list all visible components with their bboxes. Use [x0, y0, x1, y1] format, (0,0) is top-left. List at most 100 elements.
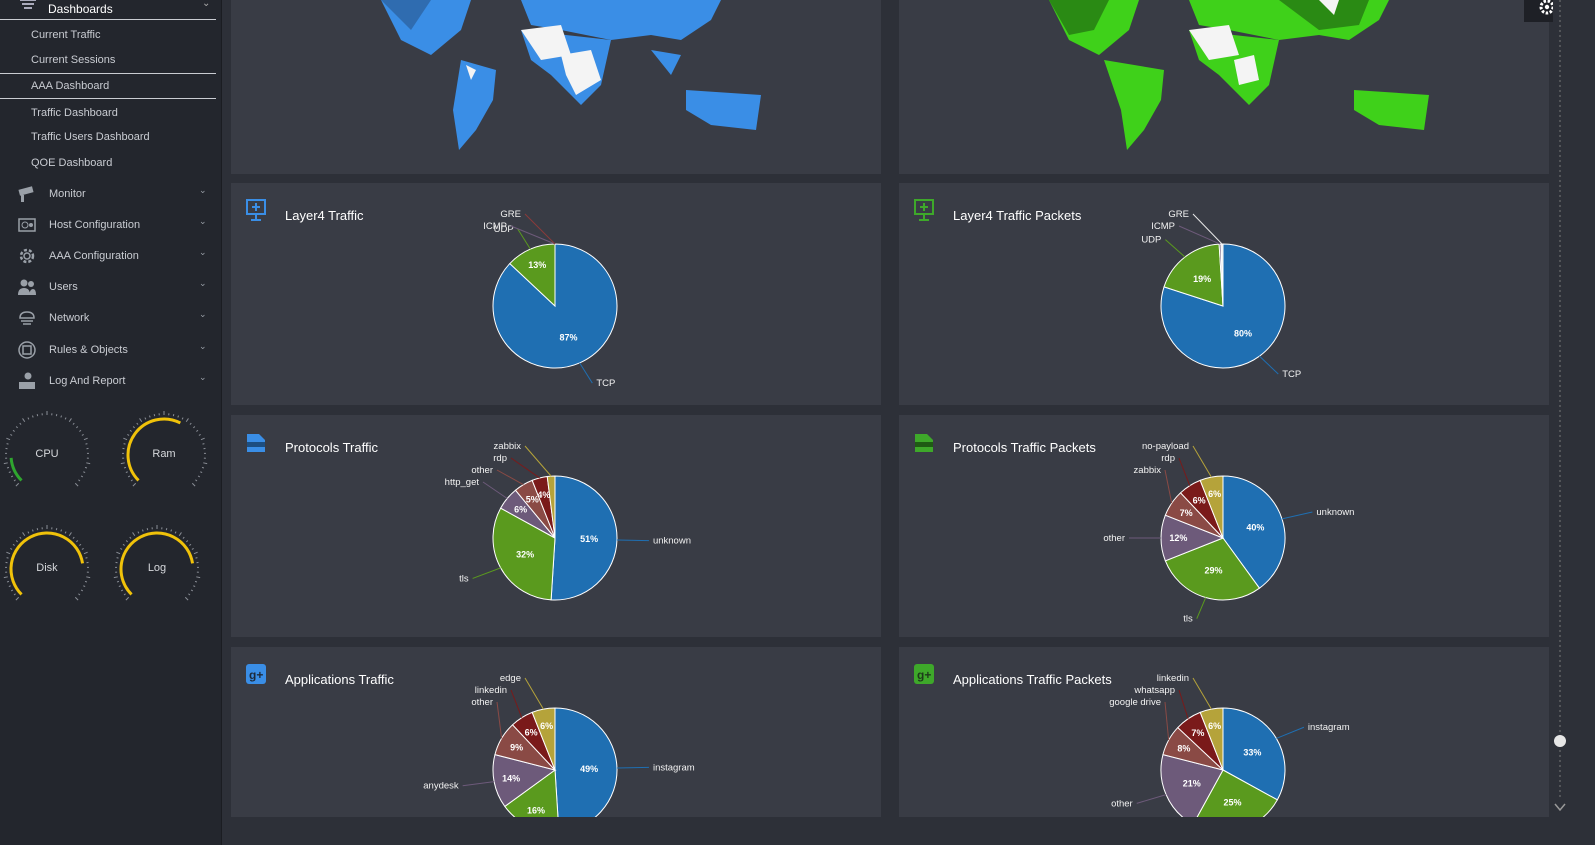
sidebar-sub-traffic-dashboard[interactable]: Traffic Dashboard [31, 107, 118, 119]
gauge-tick [83, 437, 88, 441]
sidebar-sub-current-sessions[interactable]: Current Sessions [31, 54, 116, 66]
gauge-label: Disk [36, 562, 58, 574]
pie-percent-label: 6% [1208, 721, 1221, 731]
gauge-tick [120, 462, 125, 465]
pie-leader-line [1192, 213, 1223, 245]
sidebar-item-rules-objects[interactable]: Rules & Objects ⌄ [0, 340, 222, 364]
gauge-tick [6, 437, 11, 441]
pie-percent-label: 8% [1177, 743, 1190, 753]
dashboard-icon [20, 0, 36, 9]
sidebar-item-aaa-configuration[interactable]: AAA Configuration ⌄ [0, 246, 222, 270]
gauge-tick [78, 479, 81, 482]
sidebar-item-host-configuration[interactable]: Host Configuration ⌄ [0, 215, 222, 239]
pie-percent-label: 49% [580, 764, 598, 774]
sidebar-item-monitor[interactable]: Monitor ⌄ [0, 184, 222, 208]
pie-percent-label: 4% [537, 490, 550, 500]
pie-percent-label: 5% [526, 495, 539, 505]
gauge-fill [119, 531, 195, 596]
pie-percent-label: 13% [528, 260, 546, 270]
gauge-tick [22, 418, 26, 423]
gauge-tick [64, 531, 67, 534]
pie-slice-label: ICMP [483, 221, 507, 232]
pie-slice-label: UDP [494, 224, 514, 235]
pie-percent-label: 7% [1180, 508, 1193, 518]
pie-leader-line [1178, 689, 1189, 719]
gauge-tick [68, 418, 72, 423]
pie-slice-label: no-payload [1142, 441, 1189, 452]
gauge-tick [195, 557, 198, 559]
gauge-tick [122, 543, 125, 546]
pie-percent-label: 80% [1234, 329, 1252, 339]
gauge-tick [6, 551, 11, 555]
gauge-tick [6, 443, 9, 445]
gauge-label: Log [147, 562, 167, 574]
panel-protocols-traffic: Protocols Traffic 51% 32% 6% 5% 4% unknown tls… [231, 415, 881, 637]
gauge-tick [188, 593, 191, 596]
gauge-tick [148, 415, 151, 418]
sidebar-item-network[interactable]: Network ⌄ [0, 308, 222, 332]
panel-title: Layer4 Traffic [285, 208, 364, 223]
pie-slice-label: GRE [500, 209, 521, 220]
gauge-tick [15, 596, 20, 601]
sidebar-sub-traffic-users-dashboard[interactable]: Traffic Users Dashboard [31, 131, 150, 143]
scrollbar-thumb [1554, 735, 1566, 747]
pie-slice [550, 475, 618, 601]
http-icon [915, 434, 933, 452]
gauge-tick [60, 529, 63, 532]
camera-icon [18, 186, 34, 202]
divider [0, 73, 216, 74]
gauge-tick [189, 543, 192, 546]
network-icon [19, 311, 35, 325]
panel-title: Applications Traffic Packets [953, 672, 1112, 687]
pie-percent-label: 12% [1169, 533, 1187, 543]
gauge-tick [85, 557, 88, 559]
world-map [1049, 0, 1429, 150]
gauge-tick [27, 417, 30, 420]
gauge-tick [136, 422, 139, 425]
gauge-tick [130, 479, 133, 482]
gauge-tick [15, 482, 20, 487]
sidebar-item-log-and-report[interactable]: Log And Report ⌄ [0, 371, 222, 395]
pie-slice-label: edge [500, 673, 521, 684]
panel-layer4-traffic: Layer4 Traffic 87% 13% TCP UDP ICMP GRE [231, 183, 881, 405]
pie-slice-label: TCP [596, 378, 615, 389]
sidebar-sub-current-traffic[interactable]: Current Traffic [31, 29, 101, 41]
gauge-tick [127, 475, 131, 478]
sidebar-item-users[interactable]: Users ⌄ [0, 277, 222, 301]
gauge-tick [125, 540, 128, 543]
gauge-tick [120, 589, 124, 592]
pie-slice [1220, 243, 1224, 307]
scrollbar[interactable] [1553, 0, 1567, 845]
pie-leader-line [524, 677, 544, 710]
pie-leader-line [496, 469, 524, 486]
pie-leader-line [1276, 726, 1305, 739]
scroll-down-icon [1554, 803, 1566, 812]
pie-slice-label: google drive [1109, 697, 1161, 708]
sidebar-item-dashboards[interactable]: Dashboards ⌄ [0, 0, 217, 19]
gauge-tick [196, 576, 201, 579]
gauge-tick [132, 482, 137, 487]
gauge-tick [127, 434, 130, 436]
gauge-tick [10, 434, 13, 436]
sidebar-sub-qoe-dashboard[interactable]: QOE Dashboard [31, 157, 113, 169]
panel-title: Protocols Traffic Packets [953, 440, 1096, 455]
chevron-down-icon: ⌄ [199, 185, 207, 195]
gauge-dial [3, 411, 91, 487]
gauge-tick [198, 434, 201, 436]
pie-slice-label: rdp [493, 453, 507, 464]
gauge-tick [200, 471, 203, 474]
gauge-tick [197, 475, 201, 478]
sidebar-sub-aaa-dashboard[interactable]: AAA Dashboard [31, 80, 110, 92]
pie-leader-line [1165, 239, 1186, 258]
map-panel-packets [899, 0, 1549, 174]
sidebar-item-label: Dashboards [48, 2, 113, 16]
gauge-tick [31, 529, 34, 532]
gauge-tick [86, 462, 91, 465]
chevron-down-icon[interactable]: ⌄ [202, 0, 211, 9]
panel-protocols-traffic-packets: Protocols Traffic Packets 40% 29% 12% 7% 6% 6… [899, 415, 1549, 637]
pie-slice-label: ICMP [1151, 221, 1175, 232]
gauge-tick [84, 580, 88, 583]
gauge-tick [193, 426, 196, 429]
pie-leader-line [510, 689, 523, 718]
